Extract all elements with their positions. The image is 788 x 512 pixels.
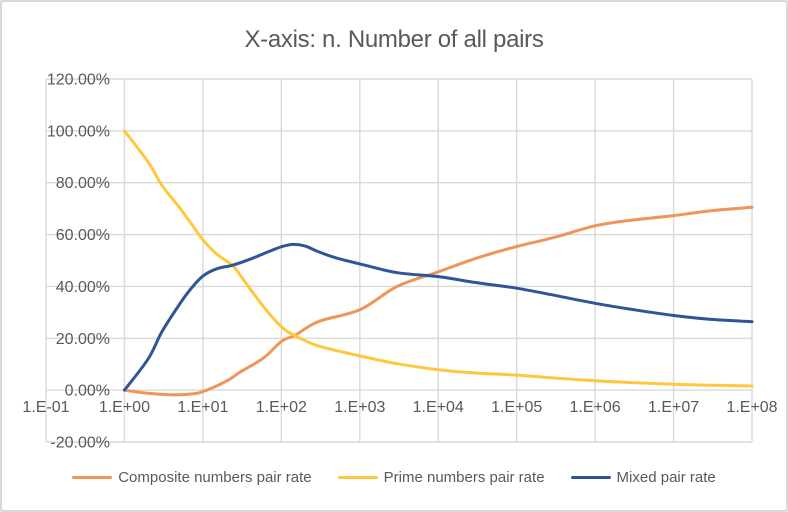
y-tick-label: 20.00% <box>56 331 110 348</box>
x-tick-label: 1.E+06 <box>570 399 621 416</box>
x-tick-label: 1.E+02 <box>256 399 307 416</box>
chart-title: X-axis: n. Number of all pairs <box>244 26 544 53</box>
x-tick-label: 1.E+01 <box>177 399 228 416</box>
legend-item-prime: Prime numbers pair rate <box>337 469 545 486</box>
y-tick-label: 0.00% <box>65 383 110 400</box>
series-line-2 <box>122 242 754 392</box>
legend-label-composite: Composite numbers pair rate <box>118 469 312 486</box>
x-tick-label: 1.E+05 <box>491 399 542 416</box>
series-line-1 <box>122 129 754 388</box>
legend-swatch-mixed <box>570 476 611 479</box>
x-tick-label: 1.E+00 <box>99 399 150 416</box>
y-tick-label: 60.00% <box>56 227 110 244</box>
y-tick-label: 40.00% <box>56 279 110 296</box>
series-line-0 <box>122 205 754 397</box>
y-tick-label: 120.00% <box>47 72 110 89</box>
y-tick-label: -20.00% <box>50 435 110 452</box>
legend-label-mixed: Mixed pair rate <box>616 469 716 486</box>
legend: Composite numbers pair rate Prime number… <box>2 469 786 486</box>
x-tick-label: 1.E+04 <box>413 399 464 416</box>
legend-label-prime: Prime numbers pair rate <box>383 469 545 486</box>
legend-swatch-composite <box>72 476 113 479</box>
y-tick-label: 100.00% <box>47 123 110 140</box>
x-tick-label: 1.E+03 <box>334 399 385 416</box>
y-tick-label: 80.00% <box>56 175 110 192</box>
x-tick-label: 1.E+07 <box>648 399 699 416</box>
x-tick-label: 1.E+08 <box>726 399 777 416</box>
legend-swatch-prime <box>337 476 378 479</box>
legend-item-mixed: Mixed pair rate <box>570 469 716 486</box>
x-tick-label: 1.E-01 <box>22 399 69 416</box>
legend-item-composite: Composite numbers pair rate <box>72 469 312 486</box>
